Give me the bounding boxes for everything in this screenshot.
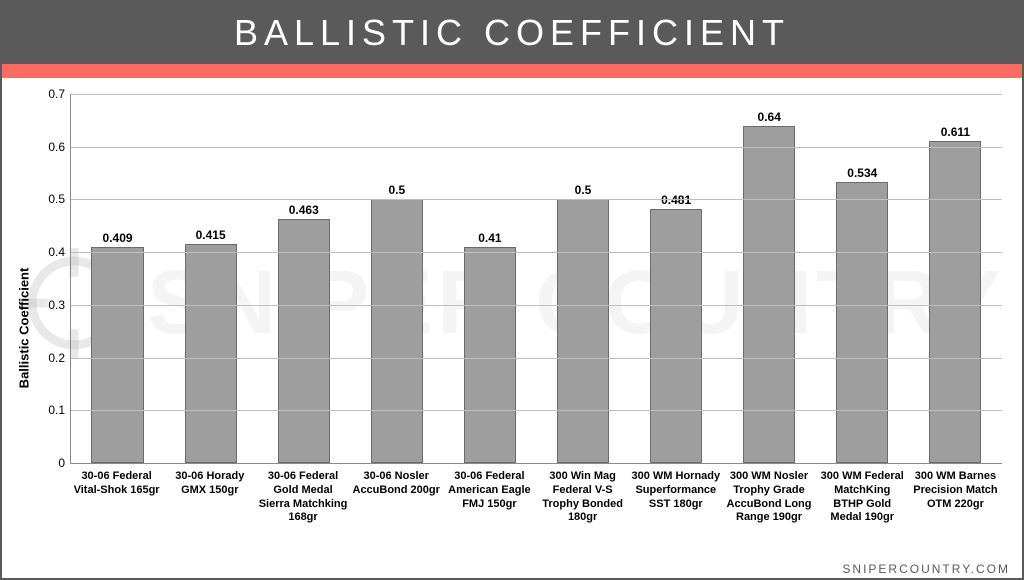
bar-value-label: 0.5: [575, 183, 592, 197]
y-axis-label: Ballistic Coefficient: [17, 268, 32, 389]
grid-line: [71, 199, 1002, 200]
bar: 0.5: [371, 199, 423, 463]
plot-area: 0.409 0.415 0.463 0.5 0.41 0.5 0.481 0.64 0.534 0…: [70, 94, 1002, 464]
bar-slot: 0.611: [909, 94, 1002, 463]
bar-slot: 0.64: [723, 94, 816, 463]
page-title: BALLISTIC COEFFICIENT: [234, 12, 790, 54]
x-tick-label: 30-06 Federal Gold Medal Sierra Matchkin…: [256, 466, 349, 568]
bar: 0.409: [91, 247, 143, 463]
bar: 0.41: [464, 247, 516, 463]
x-tick-label: 300 WM Federal MatchKing BTHP Gold Medal…: [816, 466, 909, 568]
bar: 0.5: [557, 199, 609, 463]
y-tick-label: 0.2: [48, 351, 65, 365]
attribution-text: SNIPERCOUNTRY.COM: [842, 562, 1010, 576]
bar-slot: 0.534: [816, 94, 909, 463]
x-tick-label: 30-06 Federal Vital-Shok 165gr: [70, 466, 163, 568]
x-axis-labels: 30-06 Federal Vital-Shok 165gr30-06 Hora…: [70, 466, 1002, 568]
x-tick-label: 300 WM Hornady Superformance SST 180gr: [629, 466, 722, 568]
bar: 0.64: [743, 126, 795, 463]
bar-value-label: 0.5: [388, 183, 405, 197]
accent-bar: [2, 64, 1022, 78]
bars-group: 0.409 0.415 0.463 0.5 0.41 0.5 0.481 0.64 0.534 0…: [71, 94, 1002, 463]
y-tick-label: 0.6: [48, 140, 65, 154]
x-tick-label: 30-06 Nosler AccuBond 200gr: [350, 466, 443, 568]
x-tick-label: 300 WM Nosler Trophy Grade AccuBond Long…: [722, 466, 815, 568]
bar-value-label: 0.64: [758, 110, 781, 124]
bar-value-label: 0.415: [196, 228, 226, 242]
y-tick-label: 0.4: [48, 245, 65, 259]
bar: 0.611: [929, 141, 981, 463]
title-bar: BALLISTIC COEFFICIENT: [2, 2, 1022, 64]
bar: 0.481: [650, 209, 702, 463]
bar-slot: 0.463: [257, 94, 350, 463]
bar-value-label: 0.611: [941, 125, 970, 139]
x-tick-label: 30-06 Federal American Eagle FMJ 150gr: [443, 466, 536, 568]
bar-value-label: 0.41: [478, 231, 501, 245]
bar-slot: 0.5: [350, 94, 443, 463]
grid-line: [71, 358, 1002, 359]
bar-value-label: 0.534: [847, 166, 877, 180]
bar: 0.534: [836, 182, 888, 463]
y-tick-label: 0.5: [48, 192, 65, 206]
bar: 0.415: [185, 244, 237, 463]
bar-slot: 0.41: [443, 94, 536, 463]
x-tick-label: 300 Win Mag Federal V-S Trophy Bonded 18…: [536, 466, 629, 568]
y-tick-label: 0.3: [48, 298, 65, 312]
bar-slot: 0.409: [71, 94, 164, 463]
y-tick-label: 0.7: [48, 87, 65, 101]
y-tick-label: 0: [58, 456, 65, 470]
x-tick-label: 300 WM Barnes Precision Match OTM 220gr: [909, 466, 1002, 568]
grid-line: [71, 305, 1002, 306]
grid-line: [71, 147, 1002, 148]
chart-container: SNIPER COUNTRY Ballistic Coefficient 0.4…: [2, 78, 1022, 568]
bar-value-label: 0.463: [289, 203, 319, 217]
bar-chart: Ballistic Coefficient 0.409 0.415 0.463 0.5…: [16, 88, 1008, 568]
bar-slot: 0.5: [536, 94, 629, 463]
x-tick-label: 30-06 Horady GMX 150gr: [163, 466, 256, 568]
bar-slot: 0.415: [164, 94, 257, 463]
bar-value-label: 0.409: [103, 231, 133, 245]
bar-slot: 0.481: [630, 94, 723, 463]
grid-line: [71, 252, 1002, 253]
grid-line: [71, 94, 1002, 95]
grid-line: [71, 410, 1002, 411]
bar-value-label: 0.481: [661, 193, 691, 207]
y-tick-label: 0.1: [48, 403, 65, 417]
bar: 0.463: [278, 219, 330, 463]
